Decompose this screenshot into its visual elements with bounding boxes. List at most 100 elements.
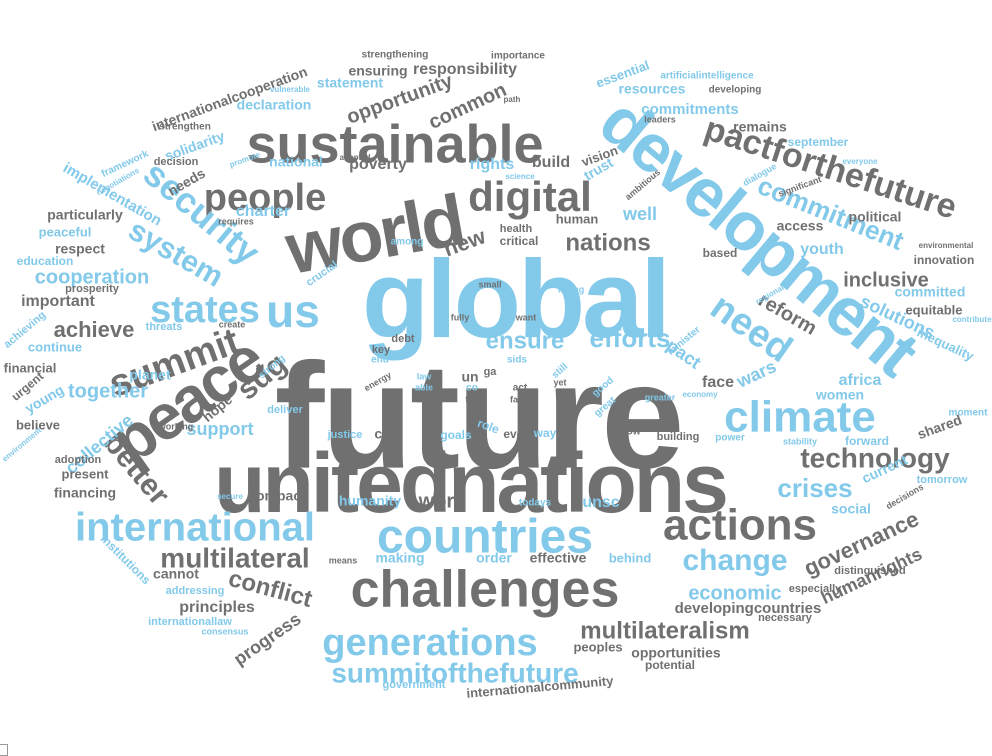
cloud-word: want (515, 312, 537, 322)
cloud-word: progress (230, 609, 305, 670)
cloud-word: challenges (351, 561, 620, 619)
cloud-word: end (371, 355, 389, 366)
cloud-word: leaders (644, 114, 676, 124)
cloud-word: equitable (905, 302, 962, 317)
cloud-word: wars (733, 356, 780, 392)
cloud-word: live (416, 394, 431, 404)
cloud-word: secure (217, 492, 243, 501)
cloud-word: among (391, 237, 424, 248)
cloud-word: humanity (339, 493, 401, 509)
cloud-word: well (622, 204, 657, 224)
cloud-word: achieve (54, 317, 135, 342)
cloud-word: fully (451, 312, 470, 322)
cloud-word: law (417, 371, 433, 381)
cloud-word: requires (218, 216, 254, 226)
cloud-word: cooperation (35, 266, 149, 288)
cloud-word: create (219, 319, 246, 329)
cloud-word: actions (663, 501, 817, 550)
cloud-word: efforts (590, 323, 671, 353)
cloud-word: believe (16, 417, 60, 432)
cloud-word: todays (519, 498, 552, 509)
cloud-word: importance (491, 51, 545, 62)
cloud-word: building (657, 431, 700, 443)
cloud-word: present (62, 466, 110, 481)
cloud-word: states (150, 289, 260, 331)
cloud-word: important (21, 293, 95, 310)
cloud-word: everyone (842, 157, 878, 166)
cloud-word: respect (55, 241, 105, 257)
cloud-word: inequality (915, 324, 977, 364)
cloud-word: deliver (267, 404, 303, 416)
cloud-word: making (375, 550, 424, 566)
cloud-word: inclusive (843, 269, 929, 291)
cloud-word: climate (724, 393, 876, 442)
cloud-word: summitofthefuture (331, 657, 578, 688)
cloud-word: necessary (758, 612, 813, 624)
cloud-word: allow (615, 427, 640, 438)
cloud-word: peaceful (39, 224, 92, 239)
cloud-word: youth (800, 241, 844, 258)
cloud-word: way (533, 426, 557, 440)
cloud-word: science (505, 172, 535, 181)
cloud-word: particularly (47, 207, 123, 223)
cloud-word: act (513, 383, 528, 394)
cloud-word: face (702, 374, 734, 391)
cloud-word: potential (645, 658, 695, 672)
cloud-word: environmental (919, 241, 974, 250)
cloud-word: sids (507, 355, 527, 366)
cloud-word: education (17, 254, 74, 268)
cloud-word: co (466, 383, 478, 394)
cloud-word: ensuring (348, 63, 407, 79)
cloud-word: national (269, 154, 323, 170)
cloud-word: resources (619, 81, 686, 97)
cloud-word: people (204, 177, 326, 219)
cloud-word: means (329, 555, 358, 565)
cloud-word: decisions (884, 482, 925, 511)
cloud-word: technology (800, 442, 950, 473)
cloud-word: multilateral (160, 542, 309, 573)
cloud-word: able (415, 382, 433, 392)
cloud-word: fair (510, 394, 525, 404)
cloud-word: strengthening (362, 50, 429, 61)
cloud-word: remains (733, 119, 787, 135)
cloud-word: africa (839, 372, 882, 389)
cloud-word: support (187, 419, 254, 439)
corner-checkbox (0, 744, 8, 756)
cloud-word: adopted (339, 153, 370, 162)
cloud-word: together (68, 380, 148, 402)
cloud-word: distinguished (834, 565, 906, 577)
cloud-word: future (275, 332, 682, 500)
cloud-word: statement (317, 75, 383, 91)
cloud-word: planet (129, 367, 171, 383)
cloud-word: consensus (201, 626, 248, 636)
cloud-word: access (777, 218, 824, 234)
cloud-word: health (500, 223, 533, 235)
cloud-word: poverty (349, 156, 407, 173)
cloud-word: power (715, 433, 745, 444)
cloud-word: cannot (153, 566, 199, 582)
cloud-word: government (383, 679, 446, 691)
cloud-word: addressing (166, 585, 225, 597)
cloud-word: charter (236, 203, 290, 220)
cloud-word: women (815, 387, 864, 403)
cloud-word: countries (377, 511, 593, 564)
cloud-word: economy (682, 390, 718, 399)
cloud-word: threats (146, 321, 183, 333)
cloud-word: effective (530, 550, 587, 566)
cloud-word: working (158, 421, 194, 431)
cloud-word: contribute (952, 315, 992, 324)
cloud-word: un (461, 369, 478, 385)
cloud-word: yet (553, 377, 566, 387)
cloud-word: order (476, 550, 512, 566)
cloud-word: innovation (914, 253, 975, 267)
cloud-word: political (849, 209, 902, 225)
cloud-word: human (556, 211, 599, 226)
cloud-word: sustainable (246, 114, 543, 174)
cloud-word: declaration (237, 97, 312, 113)
cloud-word: unsc (582, 494, 619, 511)
cloud-word: global (362, 238, 668, 361)
cloud-word: justice (327, 429, 363, 441)
cloud-word: peoples (573, 639, 622, 654)
cloud-word: stability (783, 436, 817, 446)
